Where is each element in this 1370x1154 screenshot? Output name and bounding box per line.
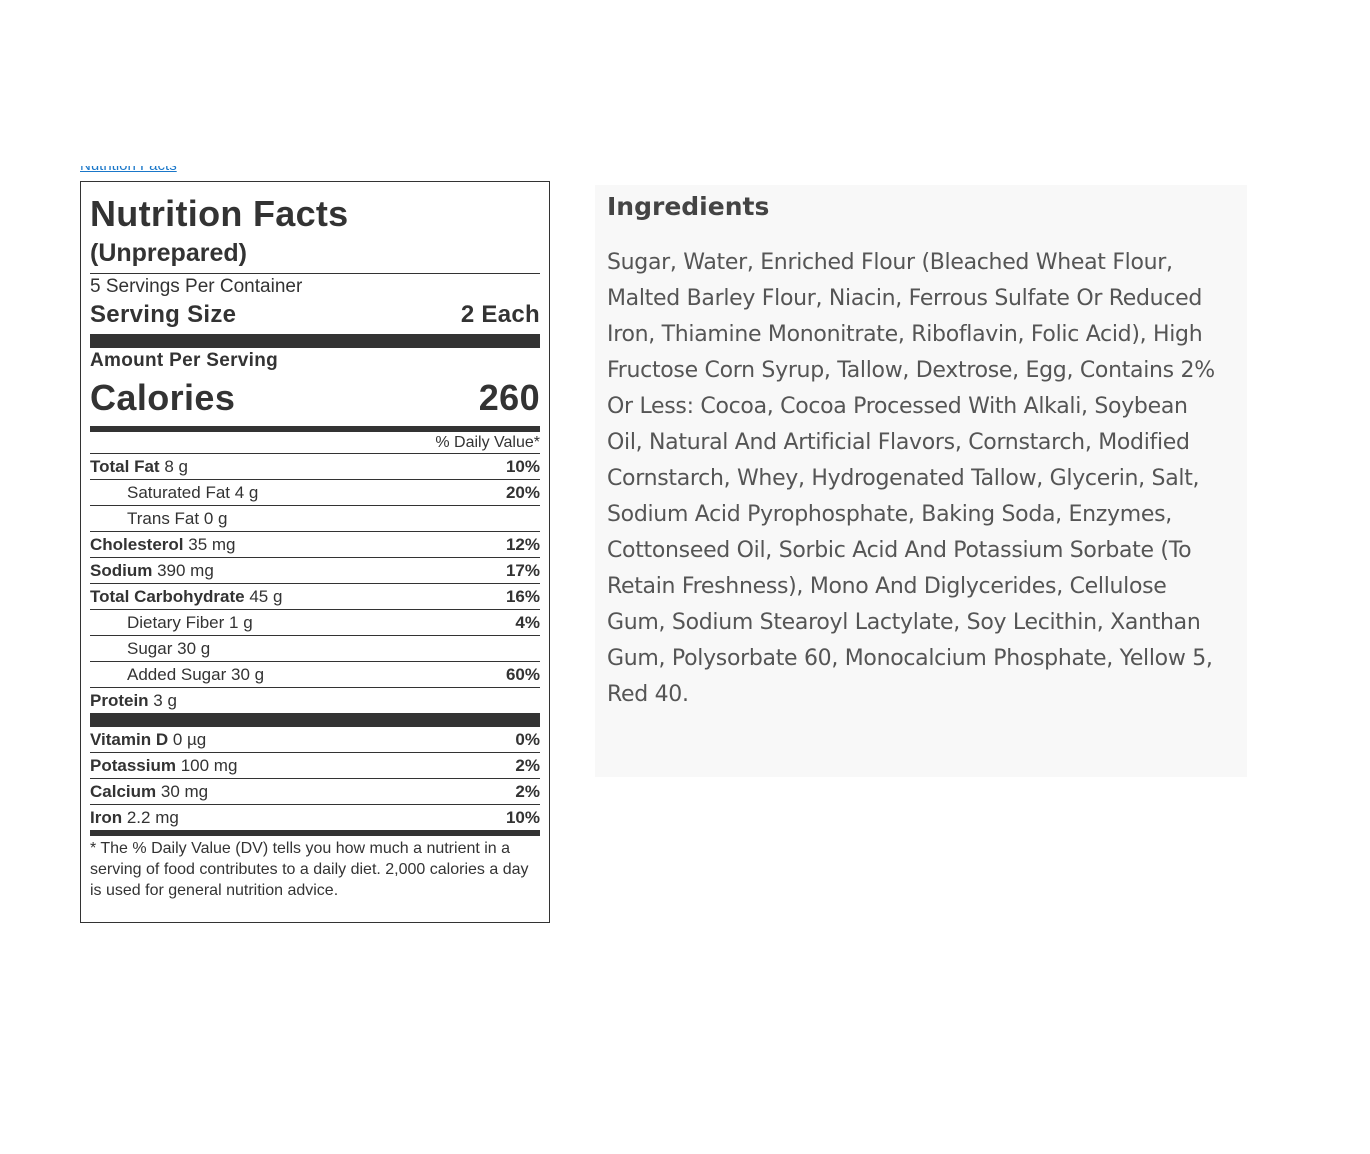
nutrient-daily-value: 12% xyxy=(505,534,540,554)
nutrient-label: Saturated Fat 4 g xyxy=(90,483,258,503)
nutrient-row: Total Carbohydrate 45 g 16% xyxy=(90,584,540,610)
nutrient-daily-value: 10% xyxy=(505,807,540,827)
divider-medium xyxy=(90,426,540,432)
nutrient-daily-value: 16% xyxy=(505,586,540,606)
nutrient-daily-value: 2% xyxy=(515,781,540,801)
nutrient-row: Calcium 30 mg 2% xyxy=(90,779,540,805)
serving-size-row: Serving Size 2 Each xyxy=(90,299,540,334)
nutrient-daily-value: 10% xyxy=(505,456,540,476)
calories-row: Calories 260 xyxy=(90,376,540,426)
nutrient-rows: Total Fat 8 g 10% Saturated Fat 4 g 20% Tran… xyxy=(90,454,540,713)
nutrient-name: Calcium xyxy=(90,781,157,801)
nutrient-label: Calcium 30 mg xyxy=(90,782,208,802)
clipped-top-link[interactable]: Nutrition Facts xyxy=(80,166,187,178)
clipped-top-link-text[interactable]: Nutrition Facts xyxy=(80,166,187,177)
serving-size-value: 2 Each xyxy=(460,301,540,328)
nutrient-name: Cholesterol xyxy=(90,534,184,554)
nutrient-name: Sugar xyxy=(127,638,173,658)
nutrient-label: Trans Fat 0 g xyxy=(90,509,227,529)
nutrition-facts-label: Nutrition Facts (Unprepared) 5 Servings … xyxy=(80,181,550,923)
nutrient-row: Saturated Fat 4 g 20% xyxy=(90,480,540,506)
nutrient-amount: 45 g xyxy=(249,586,283,606)
nutrient-name: Trans Fat xyxy=(127,508,200,528)
nutrient-amount: 390 mg xyxy=(157,560,214,580)
nutrient-name: Protein xyxy=(90,690,149,710)
nutrient-amount: 0 µg xyxy=(172,729,207,749)
nutrient-label: Sodium 390 mg xyxy=(90,561,214,581)
vitamin-rows: Vitamin D 0 µg 0% Potassium 100 mg 2% Calciu… xyxy=(90,727,540,830)
nutrient-row: Potassium 100 mg 2% xyxy=(90,753,540,779)
nutrient-amount: 0 g xyxy=(203,508,228,528)
nutrient-name: Vitamin D xyxy=(90,729,169,749)
nutrient-label: Dietary Fiber 1 g xyxy=(90,613,253,633)
nutrient-row: Vitamin D 0 µg 0% xyxy=(90,727,540,753)
nutrient-amount: 100 mg xyxy=(180,755,238,775)
nutrient-row: Sodium 390 mg 17% xyxy=(90,558,540,584)
nutrient-daily-value: 20% xyxy=(505,482,540,502)
nutrient-row: Iron 2.2 mg 10% xyxy=(90,805,540,830)
nutrient-row: Dietary Fiber 1 g 4% xyxy=(90,610,540,636)
nutrient-daily-value: 2% xyxy=(515,755,540,775)
nutrient-row: Total Fat 8 g 10% xyxy=(90,454,540,480)
nutrient-name: Total Carbohydrate xyxy=(90,586,245,606)
nutrient-row: Trans Fat 0 g xyxy=(90,506,540,532)
nutrient-label: Total Fat 8 g xyxy=(90,457,188,477)
ingredients-title: Ingredients xyxy=(607,192,770,221)
calories-value: 260 xyxy=(478,377,540,418)
nutrient-label: Total Carbohydrate 45 g xyxy=(90,587,282,607)
nutrient-row: Protein 3 g xyxy=(90,688,540,713)
nutrient-daily-value: 4% xyxy=(515,612,540,632)
divider-thick xyxy=(90,334,540,348)
nutrient-amount: 30 mg xyxy=(160,781,209,801)
nutrient-name: Added Sugar xyxy=(127,664,227,684)
nutrient-daily-value: 0% xyxy=(515,729,540,749)
divider-medium xyxy=(90,830,540,836)
nutrient-amount: 3 g xyxy=(153,690,177,710)
nutrition-facts-subtitle: (Unprepared) xyxy=(90,236,540,274)
nutrient-daily-value: 17% xyxy=(505,560,540,580)
serving-size-label: Serving Size xyxy=(90,301,237,328)
nutrition-facts-title: Nutrition Facts xyxy=(90,193,349,234)
nutrient-name: Iron xyxy=(90,807,123,827)
nutrient-name: Potassium xyxy=(90,755,176,775)
nutrient-row: Cholesterol 35 mg 12% xyxy=(90,532,540,558)
nutrient-amount: 1 g xyxy=(229,612,253,632)
nutrient-amount: 30 g xyxy=(177,638,211,658)
ingredients-text: Sugar, Water, Enriched Flour (Bleached W… xyxy=(607,250,1215,707)
nutrient-amount: 35 mg xyxy=(188,534,236,554)
nutrient-name: Saturated Fat xyxy=(127,482,231,502)
calories-label: Calories xyxy=(90,377,236,418)
nutrient-amount: 4 g xyxy=(234,482,259,502)
daily-value-footnote: * The % Daily Value (DV) tells you how m… xyxy=(90,840,529,899)
nutrient-row: Added Sugar 30 g 60% xyxy=(90,662,540,688)
servings-per-container: 5 Servings Per Container xyxy=(90,276,303,297)
nutrient-amount: 2.2 mg xyxy=(126,807,179,827)
divider-thick xyxy=(90,713,540,727)
nutrient-label: Iron 2.2 mg xyxy=(90,808,179,828)
nutrient-name: Sodium xyxy=(90,560,153,580)
nutrient-label: Added Sugar 30 g xyxy=(90,665,264,685)
nutrient-amount: 8 g xyxy=(164,456,188,476)
nutrient-amount: 30 g xyxy=(230,664,265,684)
daily-value-header: % Daily Value* xyxy=(90,432,540,454)
nutrient-label: Sugar 30 g xyxy=(90,639,210,659)
nutrient-label: Protein 3 g xyxy=(90,691,177,711)
nutrient-label: Vitamin D 0 µg xyxy=(90,730,206,750)
nutrient-label: Cholesterol 35 mg xyxy=(90,535,236,555)
nutrient-name: Total Fat xyxy=(90,456,160,476)
nutrient-row: Sugar 30 g xyxy=(90,636,540,662)
nutrient-daily-value: 60% xyxy=(505,664,540,684)
nutrient-name: Dietary Fiber xyxy=(127,612,225,632)
amount-per-serving: Amount Per Serving xyxy=(90,350,279,371)
ingredients-panel: Ingredients Sugar, Water, Enriched Flour… xyxy=(595,185,1247,777)
nutrient-label: Potassium 100 mg xyxy=(90,756,237,776)
